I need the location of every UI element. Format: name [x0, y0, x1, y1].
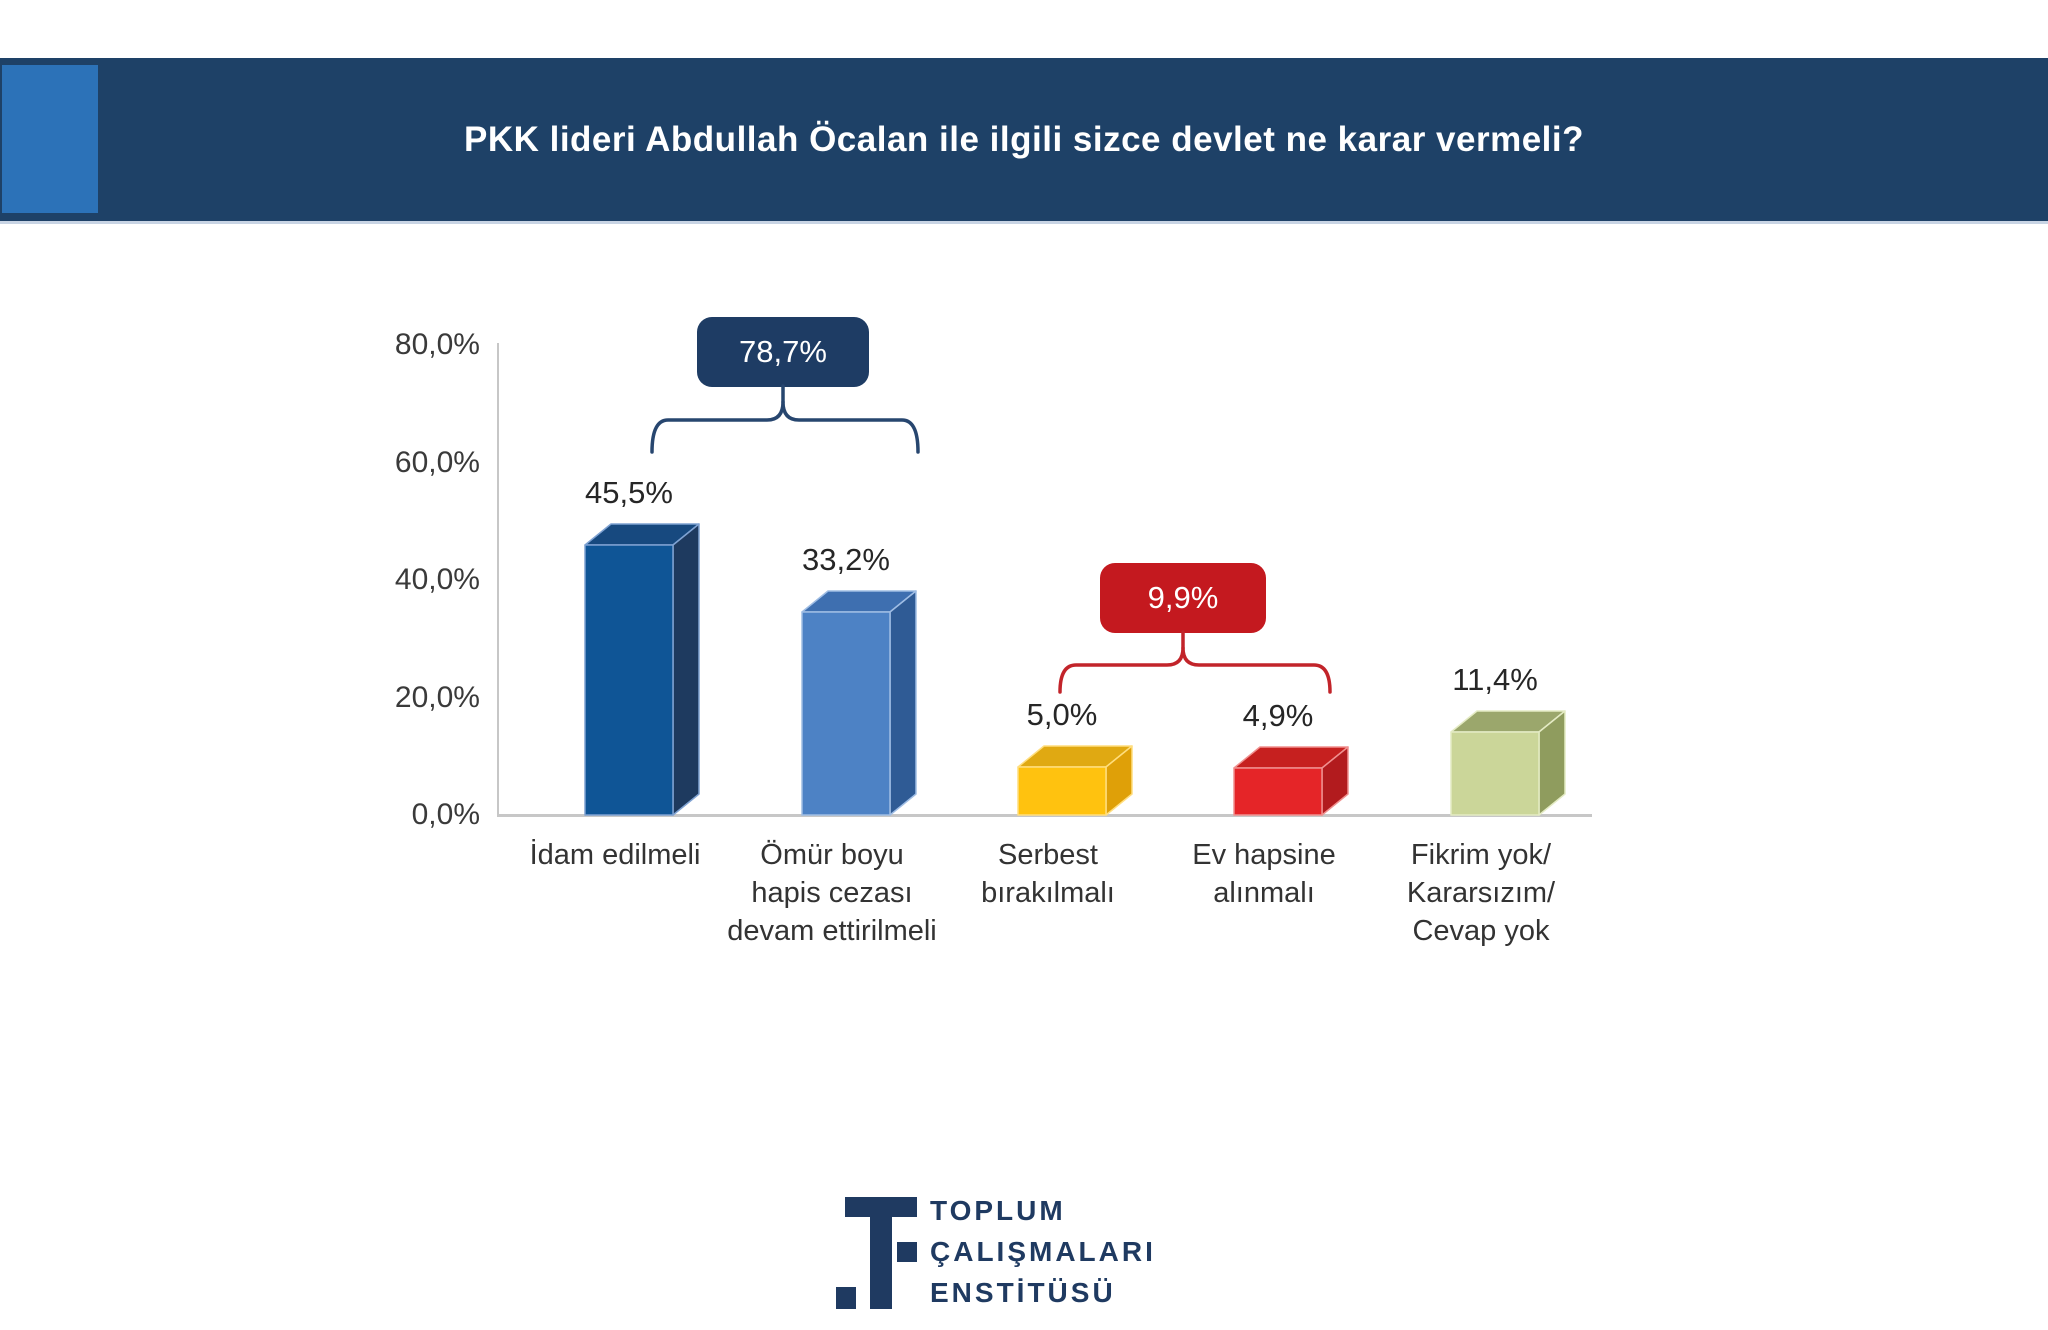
bar-2: [801, 590, 917, 816]
bar-value-label: 45,5%: [585, 475, 673, 510]
chart-question-title: PKK lideri Abdullah Öcalan ile ilgili si…: [463, 120, 1585, 159]
group-callout-1: 78,7%: [697, 317, 869, 387]
y-axis-line: [497, 343, 499, 816]
group-callout-2: 9,9%: [1100, 563, 1266, 633]
group-brace-2: [1058, 630, 1332, 694]
bar-value-label: 5,0%: [1026, 697, 1098, 732]
bar-4: [1233, 746, 1349, 816]
y-tick-label: 60,0%: [394, 445, 480, 479]
header-accent-square: [2, 65, 98, 213]
bar-value-label: 4,9%: [1242, 698, 1314, 733]
y-tick-label: 20,0%: [394, 680, 480, 714]
category-label: İdam edilmeli: [529, 839, 701, 871]
category-label: Serbest bırakılmalı: [981, 839, 1115, 909]
y-tick-label: 40,0%: [394, 563, 480, 596]
y-tick-label: 80,0%: [394, 328, 480, 361]
bar-value-label: 11,4%: [1452, 662, 1538, 697]
bar-3: [1017, 745, 1133, 816]
bar-1: [584, 523, 700, 816]
group-brace-1: [650, 384, 920, 454]
category-label: Ev hapsine alınmalı: [1192, 839, 1336, 909]
bar-5: [1450, 710, 1566, 816]
category-label: Fikrim yok/ Kararsızım/ Cevap yok: [1406, 839, 1556, 947]
y-tick-label: 0,0%: [411, 798, 480, 831]
category-label: Ömür boyu hapis cezası devam ettirilmeli: [727, 839, 937, 947]
header-bar: PKK lideri Abdullah Öcalan ile ilgili si…: [0, 58, 2048, 224]
bar-value-label: 33,2%: [802, 542, 890, 577]
